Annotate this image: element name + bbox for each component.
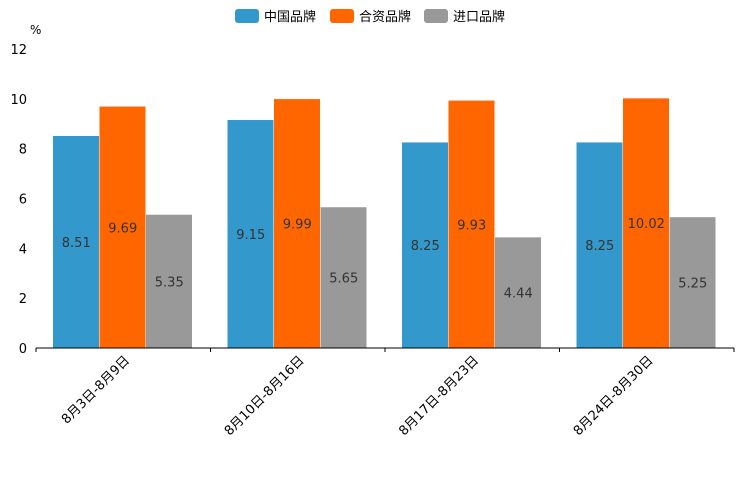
- bar-value-label: 5.25: [678, 277, 707, 292]
- x-tick-label: 8月3日-8月9日: [59, 353, 133, 427]
- bar-3-2: [320, 207, 367, 348]
- bar-3-1: [146, 214, 192, 348]
- x-tick-label: 8月17日-8月23日: [396, 353, 482, 439]
- legend-swatch-2: [330, 9, 354, 23]
- bars: [53, 98, 716, 349]
- y-axis-ticks: 0 2 4 6 8 10 12: [10, 43, 27, 357]
- legend-label-3: 进口品牌: [453, 9, 505, 25]
- bar-value-label: 8.51: [62, 236, 91, 251]
- bar-value-label: 10.02: [628, 217, 665, 232]
- bar-value-label: 5.65: [329, 272, 358, 287]
- bar-2-3: [448, 100, 495, 348]
- legend-label-1: 中国品牌: [264, 9, 316, 25]
- legend-label-2: 合资品牌: [359, 9, 411, 25]
- y-tick-label: 10: [10, 93, 27, 108]
- y-tick-label: 4: [19, 242, 27, 257]
- y-tick-label: 0: [19, 342, 27, 357]
- bar-value-label: 8.25: [585, 239, 614, 254]
- bar-1-3: [402, 142, 448, 348]
- legend: 中国品牌 合资品牌 进口品牌: [235, 9, 505, 25]
- bar-value-label: 9.69: [108, 221, 137, 236]
- bar-2-2: [274, 99, 320, 349]
- bar-value-label: 9.93: [457, 218, 486, 233]
- bar-2-4: [623, 98, 669, 349]
- legend-swatch-3: [424, 9, 448, 23]
- bar-value-label: 9.15: [236, 228, 265, 243]
- bar-1-4: [576, 142, 623, 348]
- x-tick-label: 8月10日-8月16日: [222, 353, 308, 439]
- y-tick-label: 8: [19, 143, 27, 158]
- y-axis-unit: %: [30, 23, 41, 37]
- bar-3-4: [669, 217, 716, 348]
- x-tick-label: 8月24日-8月30日: [571, 353, 657, 439]
- legend-swatch-1: [235, 9, 259, 23]
- bar-value-label: 9.99: [283, 218, 312, 233]
- bar-1-1: [53, 135, 99, 348]
- bar-value-label: 8.25: [411, 239, 440, 254]
- y-tick-label: 12: [10, 43, 27, 58]
- x-axis: 8月3日-8月9日 8月10日-8月16日 8月17日-8月23日 8月24日-8月3…: [35, 347, 735, 439]
- bar-value-label: 4.44: [504, 287, 533, 302]
- y-tick-label: 6: [19, 193, 27, 208]
- bar-1-2: [227, 120, 274, 348]
- bar-labels: 8.51 9.69 5.35 9.15 9.99 5.65 8.25 9.93 4.44 8.25…: [62, 217, 707, 302]
- bar-2-1: [99, 106, 146, 349]
- y-tick-label: 2: [19, 292, 27, 307]
- bar-value-label: 5.35: [155, 275, 184, 290]
- bar-3-3: [495, 237, 541, 348]
